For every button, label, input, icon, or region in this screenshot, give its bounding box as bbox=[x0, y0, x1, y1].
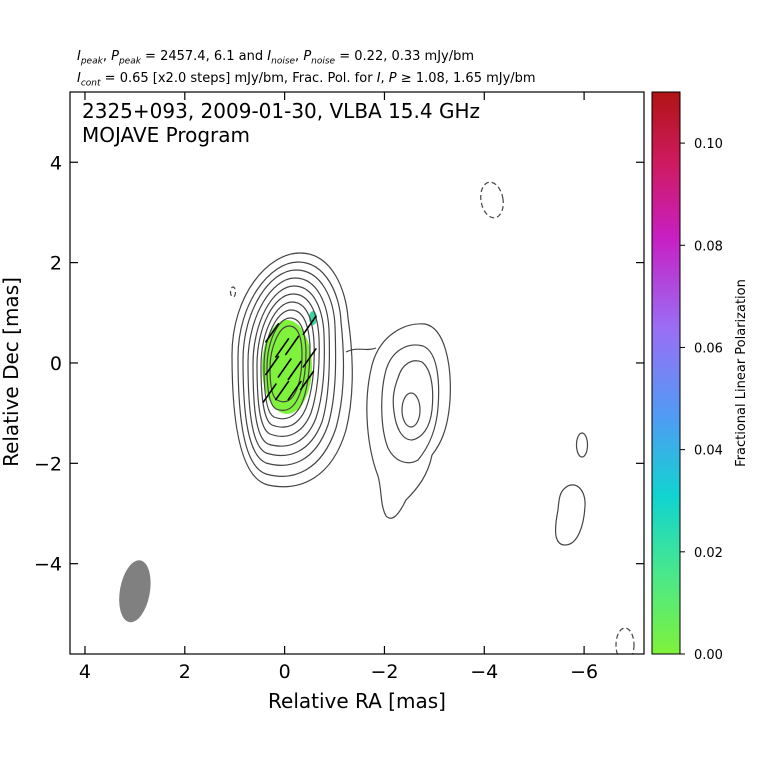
y-tick-label: 4 bbox=[50, 152, 62, 174]
contour-level-3 bbox=[242, 269, 337, 466]
chart-title-line1: 2325+093, 2009-01-30, VLBA 15.4 GHz bbox=[82, 99, 480, 123]
jet-contour-2 bbox=[381, 344, 440, 464]
x-tick-label: −4 bbox=[470, 661, 498, 683]
evpa-vector bbox=[285, 335, 300, 356]
contour-level-9 bbox=[266, 317, 307, 411]
y-tick-label: 2 bbox=[50, 253, 62, 275]
x-tick-label: 0 bbox=[279, 661, 291, 683]
evpa-vector bbox=[265, 355, 280, 376]
negative-contour-ne bbox=[480, 181, 504, 219]
y-tick-label: 0 bbox=[50, 353, 62, 375]
colorbar-tick-label: 0.08 bbox=[694, 239, 723, 254]
plot-frame bbox=[69, 91, 645, 655]
negative-contour-small bbox=[229, 286, 237, 298]
contour-level-1 bbox=[231, 252, 353, 488]
contour-level-4 bbox=[247, 277, 331, 457]
evpa-vector bbox=[262, 383, 277, 403]
contour-level-5 bbox=[252, 285, 325, 447]
negative-contour-corner bbox=[615, 627, 635, 654]
evpa-vector bbox=[275, 380, 290, 401]
jet-contour-4 bbox=[401, 392, 421, 428]
cont-values: 0.65 [x2.0 steps] mJy/bm, Frac. Pol. for bbox=[119, 71, 373, 86]
y-axis-label: Relative Dec [mas] bbox=[0, 277, 23, 467]
evpa-vector bbox=[299, 370, 315, 391]
isolated-contour-small bbox=[575, 432, 589, 458]
frac-values: 1.08, 1.65 mJy/bm bbox=[415, 71, 536, 86]
colorbar bbox=[651, 91, 681, 655]
peak-values: 2457.4, 6.1 bbox=[160, 49, 235, 64]
x-ticks: 4 2 0 −2 −4 −6 bbox=[79, 92, 598, 683]
colorbar-tick-label: 0.00 bbox=[694, 648, 723, 663]
negative-contours bbox=[229, 181, 635, 654]
evpa-vector bbox=[302, 348, 317, 368]
evpa-vector bbox=[277, 358, 292, 378]
colorbar-ticks: 0.00 0.02 0.04 0.06 0.08 0.10 bbox=[680, 137, 723, 663]
colorbar-tick-label: 0.04 bbox=[694, 444, 723, 459]
contour-level-2 bbox=[237, 261, 345, 477]
beam-ellipse bbox=[119, 560, 151, 623]
colorbar-tick-label: 0.10 bbox=[694, 137, 723, 152]
x-tick-label: 2 bbox=[179, 661, 191, 683]
colorbar-tick-label: 0.02 bbox=[694, 546, 723, 561]
jet-bridge bbox=[345, 347, 377, 353]
evpa-vector bbox=[275, 338, 290, 358]
x-axis-label: Relative RA [mas] bbox=[268, 689, 446, 713]
colorbar-tick-label: 0.06 bbox=[694, 341, 723, 356]
isolated-contour-south bbox=[554, 484, 586, 546]
jet-contour-1 bbox=[366, 323, 451, 519]
evpa-vector bbox=[287, 360, 302, 381]
contour-level-6 bbox=[256, 293, 320, 437]
x-tick-label: −6 bbox=[570, 661, 598, 683]
jet-contour-3 bbox=[392, 360, 434, 441]
colorbar-label: Fractional Linear Polarization bbox=[734, 279, 749, 467]
chart-title-line2: MOJAVE Program bbox=[82, 123, 250, 147]
x-tick-label: 4 bbox=[79, 661, 91, 683]
x-tick-label: −2 bbox=[370, 661, 398, 683]
evpa-vector bbox=[302, 315, 317, 336]
contour-level-8 bbox=[263, 309, 311, 420]
jet-contours bbox=[366, 323, 451, 519]
polarized-region-notch bbox=[275, 325, 299, 333]
y-tick-label: −2 bbox=[34, 453, 62, 475]
header-line-2: Icont = 0.65 [x2.0 steps] mJy/bm, Frac. … bbox=[77, 71, 536, 89]
y-tick-label: −4 bbox=[34, 554, 62, 576]
evpa-vector bbox=[265, 323, 280, 343]
noise-values: 0.22, 0.33 mJy/bm bbox=[354, 49, 475, 64]
evpa-vectors bbox=[262, 315, 317, 403]
header-line-1: Ipeak, Ppeak = 2457.4, 6.1 and Inoise, P… bbox=[77, 49, 475, 67]
y-ticks: 4 2 0 −2 −4 bbox=[34, 152, 644, 576]
evpa-vector bbox=[287, 380, 302, 401]
